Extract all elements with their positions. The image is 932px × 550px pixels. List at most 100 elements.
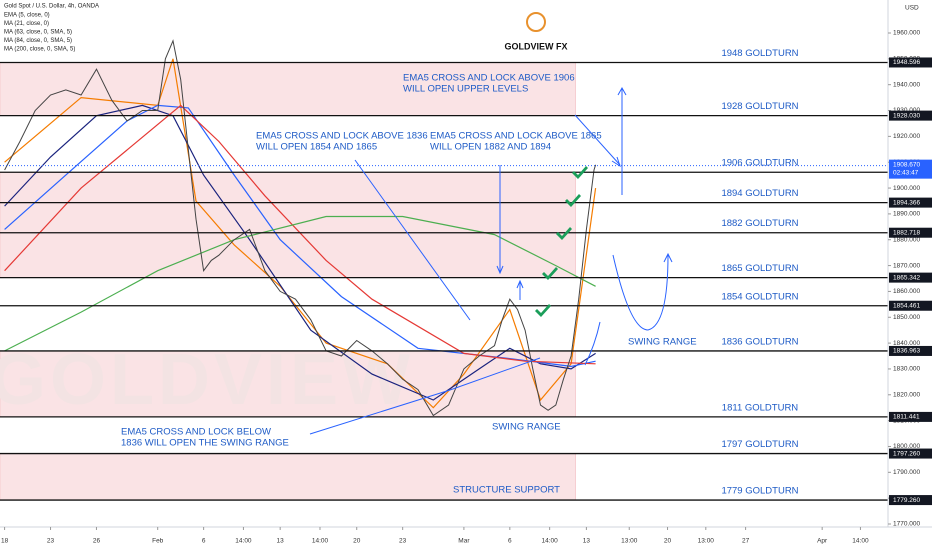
level-price-box bbox=[889, 448, 932, 459]
y-tick-label: 1870.000 bbox=[893, 262, 920, 269]
level-price-label: 1779.260 bbox=[893, 497, 920, 504]
level-price-label: 1894.366 bbox=[893, 199, 920, 206]
level-price-label: 1928.030 bbox=[893, 112, 920, 119]
x-tick-label: Mar bbox=[458, 538, 470, 545]
currency: USD bbox=[905, 5, 919, 12]
y-tick-label: 1820.000 bbox=[893, 392, 920, 399]
ma-line bbox=[4, 215, 596, 352]
annotation: EMA5 CROSS AND LOCK ABOVE 1906 bbox=[403, 73, 575, 84]
x-tick-label: Feb bbox=[152, 538, 164, 545]
y-tick-label: 1800.000 bbox=[893, 443, 920, 450]
annotation: SWING RANGE bbox=[628, 337, 697, 348]
countdown: 02:43:47 bbox=[893, 169, 919, 176]
current-price-box bbox=[889, 159, 932, 179]
annotation: WILL OPEN UPPER LEVELS bbox=[403, 84, 528, 95]
x-tick-label: 27 bbox=[742, 538, 750, 545]
y-tick-label: 1830.000 bbox=[893, 366, 920, 373]
level-price-box bbox=[889, 272, 932, 283]
level-price-label: 1797.260 bbox=[893, 450, 920, 457]
ma-line bbox=[4, 58, 597, 409]
annotation: 1836 WILL OPEN THE SWING RANGE bbox=[121, 438, 289, 449]
watermark: GOLDVIEW bbox=[0, 340, 414, 420]
level-price-box bbox=[889, 227, 932, 238]
level-price-box bbox=[889, 495, 932, 506]
y-tick-label: 1880.000 bbox=[893, 236, 920, 243]
legend-entry: MA (21, close, 0) bbox=[4, 21, 49, 27]
annotation: EMA5 CROSS AND LOCK ABOVE 1865 bbox=[430, 131, 602, 142]
level-price-box bbox=[889, 300, 932, 311]
y-tick-label: 1770.000 bbox=[893, 521, 920, 528]
x-tick-label: 14:00 bbox=[852, 538, 869, 545]
level-price-box bbox=[889, 57, 932, 68]
logo-icon bbox=[526, 12, 546, 32]
level-price-box bbox=[889, 110, 932, 121]
level-label: 1836 GOLDTURN bbox=[721, 336, 798, 347]
x-tick-label: 23 bbox=[399, 538, 407, 545]
level-label: 1928 GOLDTURN bbox=[721, 101, 798, 112]
y-tick-label: 1860.000 bbox=[893, 288, 920, 295]
level-label: 1811 GOLDTURN bbox=[722, 402, 799, 413]
zone bbox=[0, 62, 576, 116]
level-label: 1779 GOLDTURN bbox=[721, 486, 798, 497]
level-label: 1894 GOLDTURN bbox=[721, 188, 798, 199]
zone bbox=[0, 171, 576, 278]
level-label: 1948 GOLDTURN bbox=[721, 48, 798, 59]
annotation: SWING RANGE bbox=[492, 422, 561, 433]
y-tick-label: 1850.000 bbox=[893, 314, 920, 321]
annotation: EMA5 CROSS AND LOCK BELOW bbox=[121, 427, 271, 438]
chart-title: Gold Spot / U.S. Dollar, 4h, OANDA bbox=[4, 4, 99, 10]
x-tick-label: 23 bbox=[47, 538, 55, 545]
x-tick-label: 13 bbox=[583, 538, 591, 545]
x-tick-label: 14:00 bbox=[235, 538, 252, 545]
level-label: 1882 GOLDTURN bbox=[721, 218, 798, 229]
x-tick-label: Apr bbox=[817, 538, 828, 545]
x-tick-label: 6 bbox=[508, 538, 512, 545]
zone bbox=[0, 350, 576, 418]
zone bbox=[0, 453, 576, 501]
annotation: STRUCTURE SUPPORT bbox=[453, 485, 560, 496]
level-price-box bbox=[889, 411, 932, 422]
logo: GOLDVIEW FX bbox=[505, 41, 568, 51]
x-tick-label: 13:00 bbox=[698, 538, 715, 545]
arrows bbox=[309, 86, 673, 435]
x-tick-label: 14:00 bbox=[312, 538, 329, 545]
x-tick-label: 13 bbox=[277, 538, 285, 545]
x-tick-label: 14:00 bbox=[542, 538, 559, 545]
ma-line bbox=[4, 104, 596, 365]
ma-line bbox=[4, 104, 596, 368]
x-tick-label: 6 bbox=[202, 538, 206, 545]
y-tick-label: 1920.000 bbox=[893, 133, 920, 140]
x-tick-label: 26 bbox=[93, 538, 101, 545]
level-price-label: 1836.963 bbox=[893, 348, 920, 355]
level-price-label: 1882.718 bbox=[893, 229, 920, 236]
annotation: WILL OPEN 1854 AND 1865 bbox=[256, 142, 377, 153]
x-tick-label: 13:00 bbox=[621, 538, 638, 545]
x-tick-label: 20 bbox=[353, 538, 361, 545]
level-price-box bbox=[889, 197, 932, 208]
annotation: EMA5 CROSS AND LOCK ABOVE 1836 bbox=[256, 131, 428, 142]
current-price-label: 1908.670 bbox=[893, 161, 920, 168]
x-tick-label: 20 bbox=[664, 538, 672, 545]
legend-entry: EMA (5, close, 0) bbox=[4, 13, 50, 19]
level-price-label: 1811.441 bbox=[893, 414, 920, 421]
y-tick-label: 1940.000 bbox=[893, 81, 920, 88]
y-tick-label: 1900.000 bbox=[893, 185, 920, 192]
y-tick-label: 1960.000 bbox=[893, 30, 920, 37]
y-tick-label: 1790.000 bbox=[893, 469, 920, 476]
level-price-box bbox=[889, 345, 932, 356]
level-price-label: 1865.342 bbox=[893, 274, 920, 281]
checkmarks bbox=[535, 166, 588, 317]
x-tick-label: 18 bbox=[1, 538, 9, 545]
level-price-label: 1854.461 bbox=[893, 302, 920, 309]
legend-entry: MA (200, close, 0, SMA, 5) bbox=[4, 47, 75, 53]
legend-entry: MA (63, close, 0, SMA, 5) bbox=[4, 30, 72, 36]
level-price-label: 1948.596 bbox=[893, 59, 920, 66]
level-label: 1797 GOLDTURN bbox=[721, 439, 798, 450]
y-tick-label: 1840.000 bbox=[893, 340, 920, 347]
y-tick-label: 1890.000 bbox=[893, 211, 920, 218]
level-label: 1865 GOLDTURN bbox=[721, 263, 798, 274]
annotation: WILL OPEN 1882 AND 1894 bbox=[430, 142, 551, 153]
level-label: 1854 GOLDTURN bbox=[721, 291, 798, 302]
level-label: 1906 GOLDTURN bbox=[721, 158, 798, 169]
